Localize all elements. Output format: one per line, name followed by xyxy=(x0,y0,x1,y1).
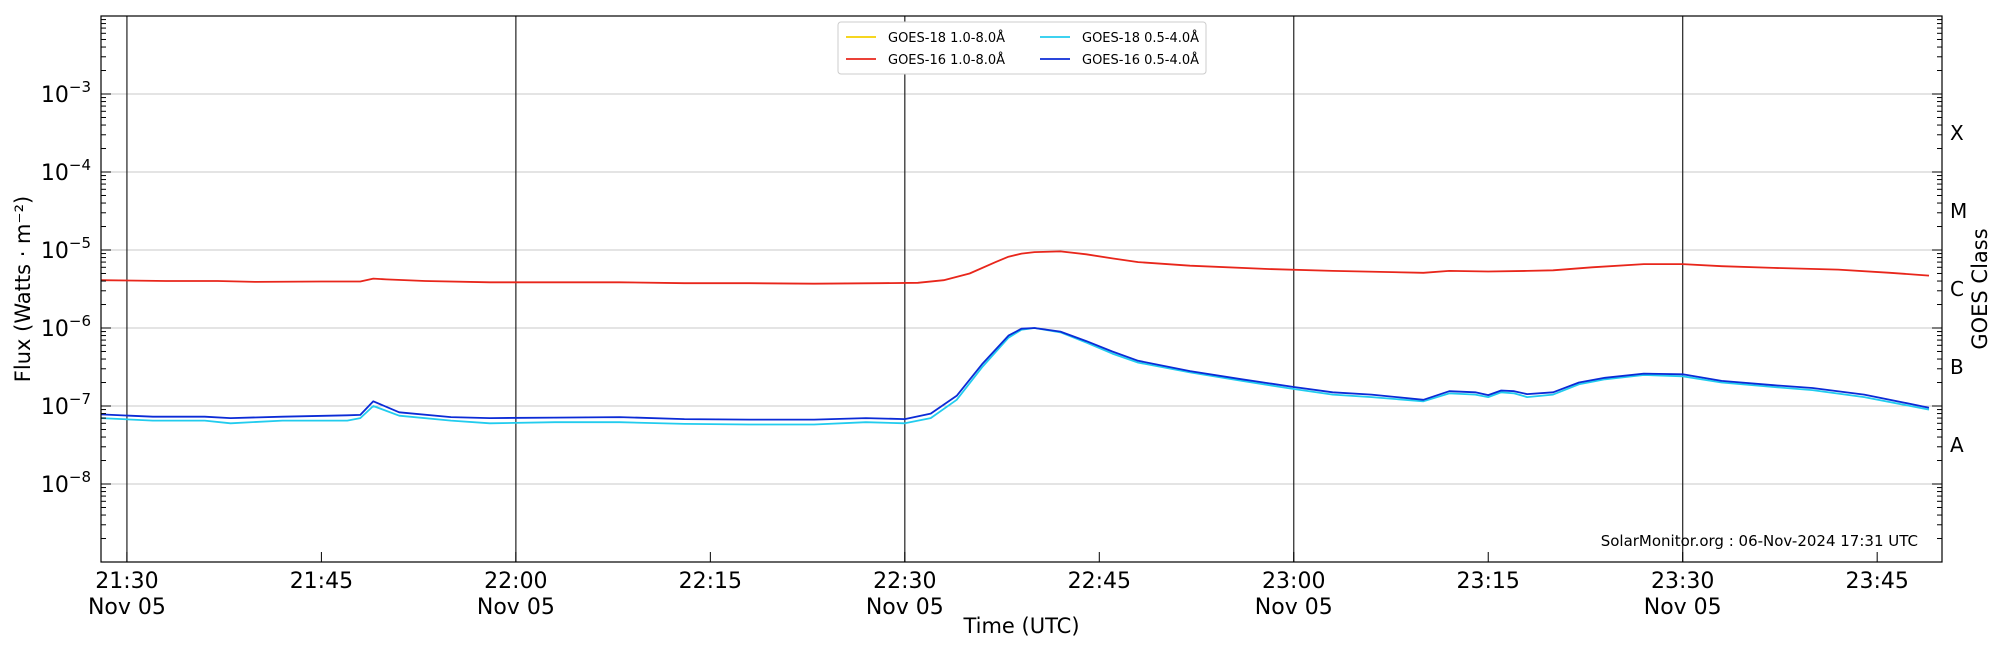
y-tick-base: 10 xyxy=(41,83,69,108)
y-axis-title: Flux (Watts · m⁻²) xyxy=(11,196,35,382)
y2-axis-title: GOES Class xyxy=(1968,228,1992,349)
goes-class-label: M xyxy=(1950,199,1967,223)
goes-class-label: A xyxy=(1950,433,1964,457)
x-tick-label: 22:30 xyxy=(873,569,936,594)
legend-label: GOES-18 0.5-4.0Å xyxy=(1082,30,1199,46)
y-tick-base: 10 xyxy=(41,473,69,498)
y-tick-base: 10 xyxy=(41,317,69,342)
x-tick-label: 23:30 xyxy=(1651,569,1714,594)
x-tick-label: 21:45 xyxy=(290,569,353,594)
x-tick-label: 23:00 xyxy=(1262,569,1325,594)
x-tick-sublabel: Nov 05 xyxy=(866,595,944,620)
series-line xyxy=(100,250,1930,285)
watermark-text: SolarMonitor.org : 06-Nov-2024 17:31 UTC xyxy=(1601,532,1918,550)
x-tick-sublabel: Nov 05 xyxy=(1644,595,1722,620)
y-tick-label: 10−8 xyxy=(41,468,91,498)
y-tick-exponent: −4 xyxy=(69,156,91,174)
plot-frame xyxy=(100,15,1943,563)
goes-class-label: X xyxy=(1950,121,1964,145)
x-tick-sublabel: Nov 05 xyxy=(88,595,166,620)
legend-box xyxy=(837,21,1207,75)
y-tick-label: 10−6 xyxy=(41,312,91,342)
legend-label: GOES-16 0.5-4.0Å xyxy=(1082,52,1199,68)
x-tick-sublabel: Nov 05 xyxy=(1255,595,1333,620)
x-tick-label: 22:45 xyxy=(1068,569,1131,594)
goes-class-label: B xyxy=(1950,355,1964,379)
vertical-day-lines xyxy=(126,16,1684,562)
x-tick-label: 23:15 xyxy=(1457,569,1520,594)
y-tick-exponent: −7 xyxy=(69,390,91,408)
series-line xyxy=(100,327,1930,421)
y-tick-label: 10−7 xyxy=(41,390,91,420)
grid-layer xyxy=(101,93,1942,485)
x-tick-label: 23:45 xyxy=(1845,569,1908,594)
x-axis-title: Time (UTC) xyxy=(962,614,1079,638)
goes-class-label: C xyxy=(1950,277,1964,301)
y-tick-exponent: −8 xyxy=(69,468,91,486)
y-tick-label: 10−5 xyxy=(41,234,91,264)
legend-label: GOES-16 1.0-8.0Å xyxy=(888,52,1005,68)
legend: GOES-18 1.0-8.0Å GOES-16 1.0-8.0Å GOES-18 … xyxy=(837,21,1207,75)
goes-class-labels: A B C M X xyxy=(1950,121,1967,457)
series-layer xyxy=(100,250,1930,426)
y-tick-base: 10 xyxy=(41,161,69,186)
y-tick-labels: 10−810−710−610−510−410−3 xyxy=(41,78,91,498)
x-tick-label: 22:15 xyxy=(679,569,742,594)
tick-marks xyxy=(101,19,1942,563)
y-tick-exponent: −3 xyxy=(69,78,91,96)
x-tick-label: 21:30 xyxy=(95,569,158,594)
x-tick-label: 22:00 xyxy=(484,569,547,594)
x-tick-sublabel: Nov 05 xyxy=(477,595,555,620)
y-tick-base: 10 xyxy=(41,395,69,420)
y-tick-label: 10−3 xyxy=(41,78,91,108)
y-tick-base: 10 xyxy=(41,239,69,264)
legend-label: GOES-18 1.0-8.0Å xyxy=(888,30,1005,46)
y-tick-exponent: −6 xyxy=(69,312,91,330)
y-tick-exponent: −5 xyxy=(69,234,91,252)
y-tick-label: 10−4 xyxy=(41,156,91,186)
series-line xyxy=(100,327,1930,426)
